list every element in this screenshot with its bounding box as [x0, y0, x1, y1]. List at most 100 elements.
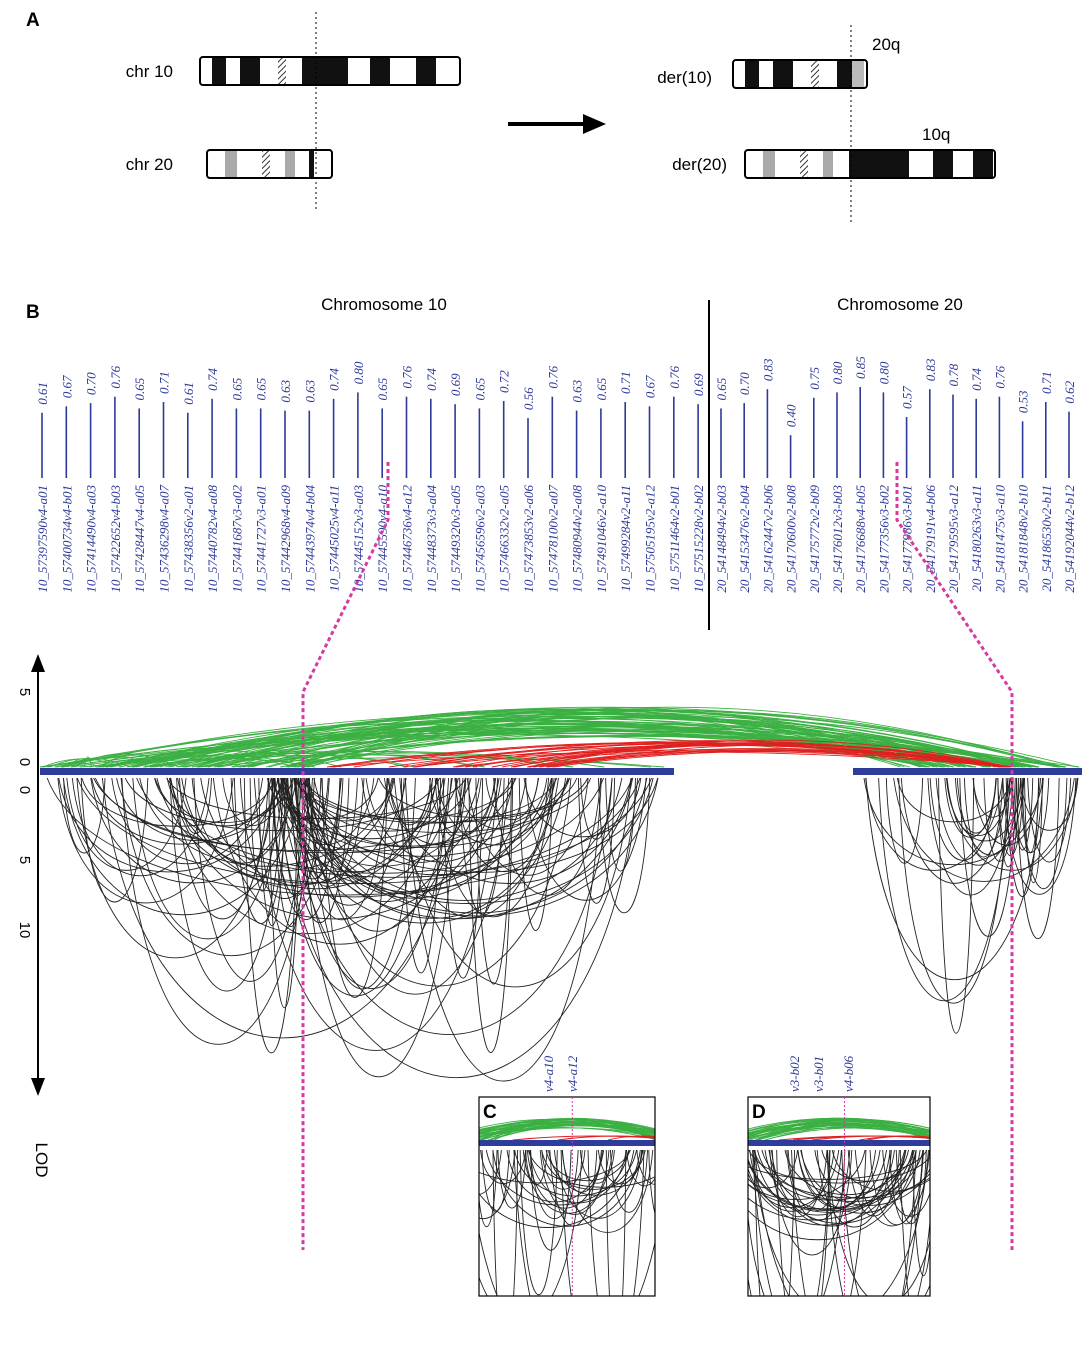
arc	[900, 777, 1009, 884]
marker-name: 10_57422652v4-b03	[108, 485, 123, 593]
arc	[58, 777, 279, 873]
arc	[626, 1149, 655, 1187]
marker-name: 10_57505195v2-a12	[643, 485, 658, 593]
arc	[139, 777, 393, 867]
arc	[479, 1149, 498, 1227]
inset-marker-name: v3-b01	[811, 1056, 826, 1092]
marker-name: 10_57397590v4-a01	[35, 485, 50, 593]
band	[800, 151, 808, 177]
arc	[124, 777, 441, 832]
arc	[303, 777, 589, 823]
arc	[764, 1149, 914, 1224]
marker-value: 0.71	[1039, 371, 1054, 394]
arc	[479, 1125, 655, 1138]
marker-value: 0.78	[946, 363, 961, 386]
arc	[893, 777, 1075, 882]
marker-name: 10_57445152v3-a03	[351, 485, 366, 593]
arc	[497, 1149, 527, 1209]
arc	[814, 1149, 907, 1199]
arc	[280, 777, 459, 840]
heading: Chromosome 20	[837, 295, 963, 314]
arc	[136, 777, 653, 878]
marker-name: 10_57436298v4-a07	[157, 485, 172, 593]
marker-name: 10_57473853v2-a06	[521, 485, 536, 593]
arc	[479, 1120, 655, 1137]
marker-value: 0.63	[570, 379, 585, 402]
band	[278, 58, 286, 84]
marker-name: 10_57441727v3-a01	[254, 485, 269, 593]
band	[811, 61, 819, 87]
arc	[539, 749, 1001, 768]
marker-value: 0.71	[157, 371, 172, 394]
arc	[459, 777, 505, 915]
marker-name: 20_54176688v4-b05	[853, 485, 868, 593]
band	[852, 61, 864, 87]
arrow-head	[583, 114, 606, 134]
tick-label: 5	[16, 688, 33, 696]
marker-name: 10_57445025v4-a11	[327, 485, 342, 592]
arc	[302, 777, 648, 914]
arc	[560, 1149, 645, 1296]
arc	[80, 777, 149, 903]
arc	[481, 1123, 655, 1141]
arc	[752, 1149, 929, 1296]
arc	[71, 777, 210, 877]
band	[285, 151, 295, 177]
marker-value: 0.76	[992, 365, 1007, 388]
marker-value: 0.53	[1016, 390, 1031, 413]
marker-name: 10_57400734v4-b01	[59, 485, 74, 593]
arc	[71, 753, 179, 768]
arc	[91, 777, 272, 845]
chromosome-label: chr 20	[126, 155, 173, 174]
arc	[168, 752, 415, 768]
marker-value: 0.69	[691, 373, 706, 396]
zoom-line	[895, 462, 1014, 1250]
marker-value: 0.65	[254, 377, 269, 400]
marker-name: 10_57414490v4-a03	[84, 485, 99, 593]
arc	[648, 1149, 655, 1215]
marker-name: 10_57445590v4-a10	[375, 485, 390, 593]
arc	[863, 777, 1044, 866]
arc	[437, 777, 467, 836]
arc	[748, 1149, 866, 1200]
marker-value: 0.65	[229, 377, 244, 400]
arc	[179, 777, 212, 834]
band	[823, 151, 833, 177]
arc	[66, 777, 187, 871]
arc	[793, 1135, 930, 1141]
arc	[758, 1121, 930, 1141]
arc	[282, 777, 344, 880]
arc	[929, 777, 997, 861]
arc	[654, 1139, 655, 1140]
tick-label: 0	[16, 786, 33, 794]
arc	[821, 1149, 915, 1182]
arc	[274, 777, 639, 1079]
band	[763, 151, 775, 177]
marker-name: 20_54181848v2-b10	[1016, 485, 1031, 593]
heading: Chromosome 10	[321, 295, 447, 314]
marker-name: 10_57456596v2-a03	[472, 485, 487, 593]
marker-name: 20_54148494v2-b03	[714, 485, 729, 593]
arc	[222, 777, 284, 827]
arc	[63, 777, 106, 854]
inset-bar	[479, 1140, 655, 1146]
arc	[748, 1149, 907, 1226]
arc	[455, 751, 1002, 768]
arc	[761, 1149, 930, 1202]
marker-value: 0.76	[667, 365, 682, 388]
arc	[748, 1149, 907, 1221]
band	[849, 151, 909, 177]
marker-name: 10_57448373v3-a04	[424, 485, 439, 593]
arc	[938, 777, 975, 1034]
arc	[132, 777, 284, 940]
arc	[527, 1149, 655, 1188]
arc	[748, 1149, 913, 1212]
arc	[485, 1149, 630, 1206]
arc	[479, 1127, 655, 1138]
zoom-line	[301, 462, 390, 1250]
arc	[816, 1149, 831, 1296]
marker-name: 10_57515228v2-b02	[691, 485, 706, 593]
arc	[105, 723, 1019, 768]
band	[262, 151, 270, 177]
